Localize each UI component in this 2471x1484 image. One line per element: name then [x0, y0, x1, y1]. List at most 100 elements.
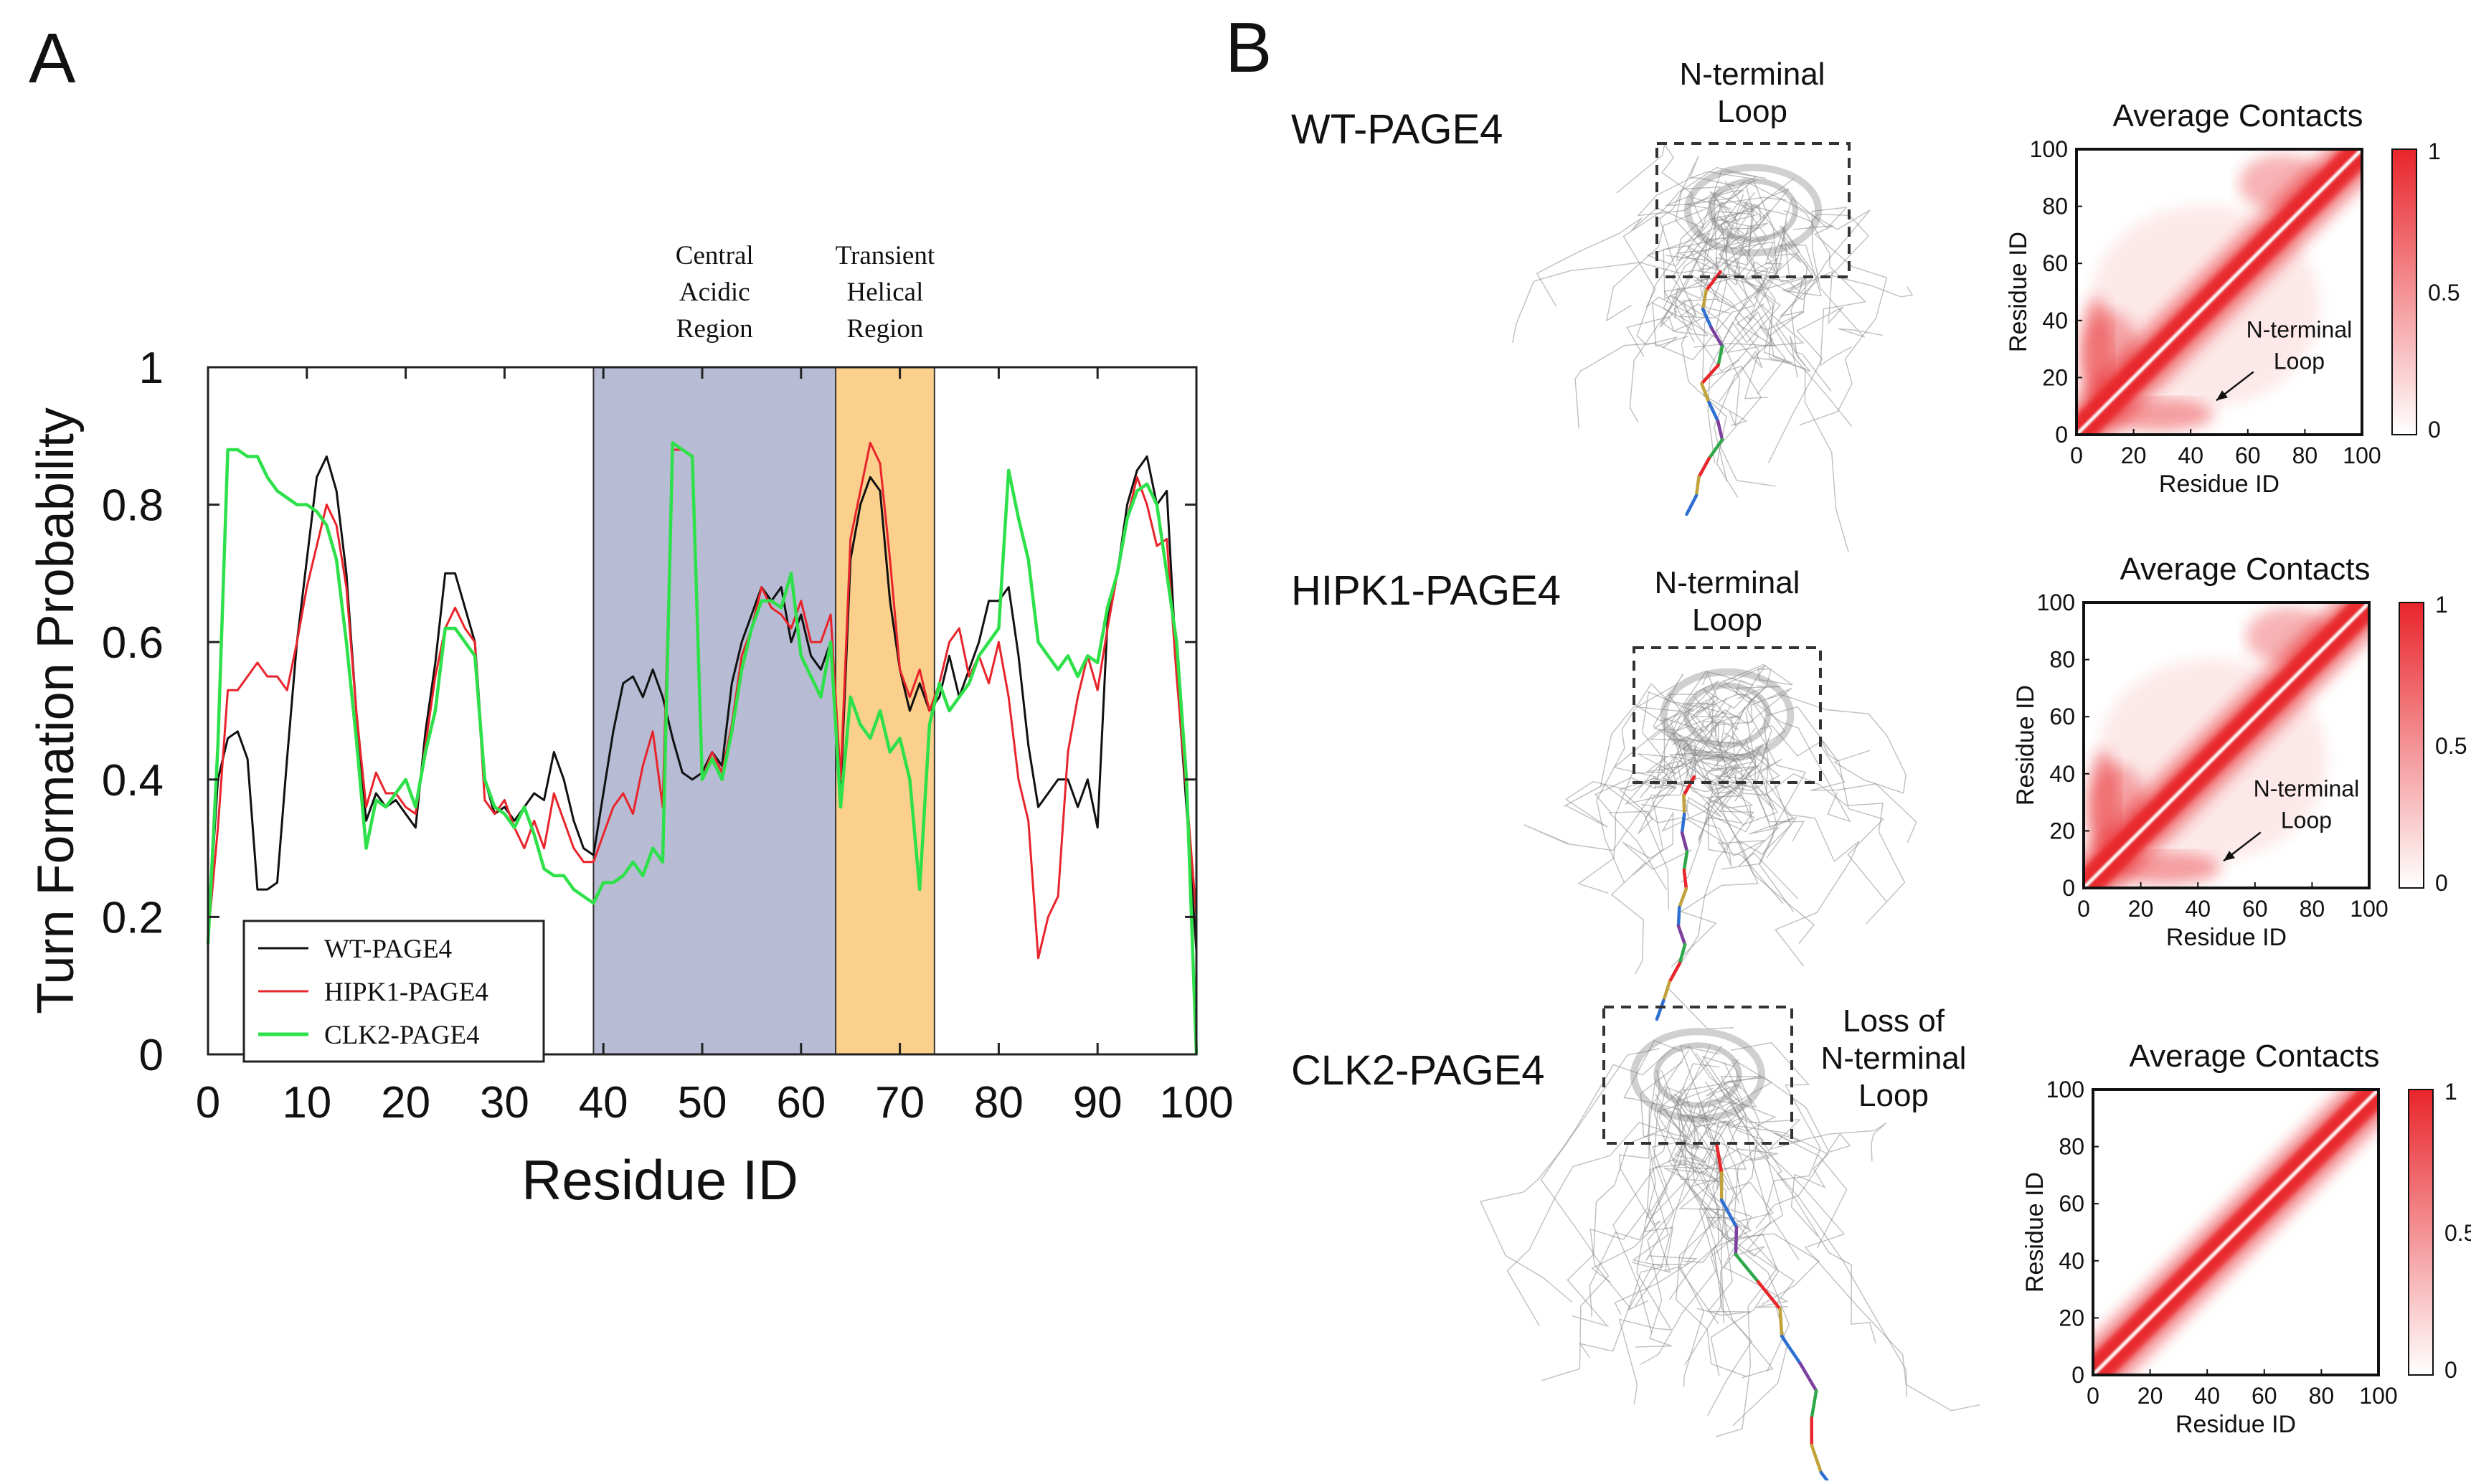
map-x-axis-label: Residue ID: [2175, 1411, 2296, 1438]
map-y-axis-label: Residue ID: [2005, 232, 2032, 352]
structure-backbone: [1736, 1227, 1737, 1254]
x-tick-label: 30: [480, 1078, 529, 1128]
colorbar-tick-label: 0.5: [2428, 280, 2460, 306]
map-y-axis-label: Residue ID: [2021, 1172, 2049, 1292]
x-tick-label: 40: [579, 1078, 628, 1128]
legend: WT-PAGE4 HIPK1-PAGE4 CLK2-PAGE4: [244, 921, 544, 1062]
map-y-tick-label: 20: [2042, 364, 2068, 390]
colorbar-tick-label: 1: [2444, 1079, 2457, 1105]
structure-strand: [1617, 144, 1752, 205]
region-label-2-line-3: Region: [846, 314, 923, 344]
structure-strand: [1691, 1103, 1819, 1305]
legend-label-2: HIPK1-PAGE4: [324, 978, 488, 1007]
mutant-name: HIPK1-PAGE4: [1291, 567, 1561, 614]
y-tick-label: 1: [139, 344, 164, 393]
colorbar-tick-label: 0.5: [2444, 1220, 2471, 1246]
x-tick-label: 0: [196, 1078, 220, 1128]
structure-strand: [1760, 726, 1917, 843]
structure-note-line-1: Loss of: [1843, 1003, 1945, 1039]
map-y-tick-label: 80: [2059, 1134, 2084, 1160]
map-y-tick-label: 100: [2037, 590, 2075, 615]
structure-backbone: [1699, 458, 1709, 477]
region-label-1-line-1: Central: [676, 241, 754, 270]
map-y-tick-label: 20: [2059, 1305, 2084, 1331]
map-x-tick-label: 60: [2252, 1383, 2277, 1409]
colorbar-tick-label: 0: [2444, 1357, 2457, 1383]
region-shading: [593, 367, 934, 1054]
structure-backbone: [1678, 907, 1679, 926]
structure-backbone: [1682, 833, 1687, 851]
map-x-axis-label: Residue ID: [2166, 924, 2287, 951]
mutant-name: WT-PAGE4: [1291, 106, 1503, 153]
y-axis-label: Turn Formation Probability: [27, 407, 85, 1014]
y-tick-label: 0.8: [102, 481, 164, 531]
structure-strand: [1575, 226, 1754, 429]
y-tick-label: 0.4: [102, 756, 164, 805]
structure-ensemble: [1513, 144, 1912, 552]
structure-backbone: [1821, 1473, 1842, 1480]
map-x-tick-label: 40: [2185, 896, 2211, 922]
structure-strand: [1580, 1094, 1698, 1358]
contact-map-title: Average Contacts: [2113, 98, 2363, 133]
map-y-tick-label: 40: [2042, 308, 2068, 334]
map-x-tick-label: 40: [2194, 1383, 2220, 1409]
structure-backbone: [1780, 1309, 1782, 1336]
panel-a: A CentralAcidicRegionTransientHelicalReg…: [27, 19, 1234, 1211]
structure-backbone: [1683, 795, 1684, 814]
structure-backbone: [1679, 889, 1686, 907]
structure-strand: [1719, 1087, 1980, 1411]
map-y-tick-label: 60: [2049, 704, 2075, 729]
colorbar: [2392, 149, 2416, 435]
x-axis-label: Residue ID: [521, 1148, 798, 1211]
structure-strand: [1724, 1077, 1850, 1229]
structure-backbone: [1682, 814, 1684, 833]
region-label-2-line-1: Transient: [836, 241, 935, 270]
map-x-tick-label: 20: [2137, 1383, 2163, 1409]
region-labels: CentralAcidicRegionTransientHelicalRegio…: [676, 241, 935, 344]
y-tick-label: 0.2: [102, 893, 164, 942]
map-y-axis-label: Residue ID: [2012, 685, 2039, 805]
map-annotation-line-2: Loop: [2281, 808, 2332, 833]
structure-backbone: [1718, 421, 1722, 440]
map-y-tick-label: 0: [2062, 875, 2075, 901]
structure-strand: [1620, 1079, 1671, 1404]
map-x-tick-label: 0: [2077, 896, 2090, 922]
structure-backbone: [1684, 870, 1686, 889]
structure-backbone: [1812, 1391, 1817, 1418]
panel-a-label: A: [29, 19, 76, 98]
contact-map: Average Contacts002020404060608080100100…: [2012, 552, 2467, 951]
legend-label-3: CLK2-PAGE4: [324, 1021, 480, 1050]
structure-note-line-1: N-terminal: [1680, 57, 1825, 92]
map-y-tick-label: 80: [2049, 647, 2075, 673]
x-tick-label: 80: [974, 1078, 1024, 1128]
structure-note-line-2: Loop: [1692, 602, 1762, 638]
structure-backbone: [1684, 851, 1687, 870]
structure-strand: [1792, 197, 1883, 336]
structure-ensemble: [1524, 665, 1917, 1029]
x-tick-label: 70: [875, 1078, 925, 1128]
x-tick-label: 60: [776, 1078, 826, 1128]
map-annotation-line-1: N-terminal: [2254, 776, 2360, 802]
legend-label-1: WT-PAGE4: [324, 935, 452, 964]
y-tick-label: 0.6: [102, 618, 164, 668]
map-y-tick-label: 20: [2049, 818, 2075, 843]
colorbar-tick-label: 1: [2428, 138, 2441, 164]
structure-backbone: [1696, 477, 1699, 496]
x-tick-label: 20: [381, 1078, 430, 1128]
structure-backbone: [1812, 1445, 1821, 1473]
map-y-tick-label: 0: [2071, 1362, 2084, 1388]
map-x-tick-label: 80: [2292, 443, 2318, 468]
map-x-tick-label: 80: [2309, 1383, 2335, 1409]
y-tick-label: 0: [139, 1031, 164, 1080]
structure-strand: [1624, 1041, 1726, 1323]
colorbar-tick-label: 0: [2428, 417, 2441, 443]
map-x-tick-label: 0: [2070, 443, 2083, 468]
structure-core-inner: [1686, 686, 1768, 745]
structure-note-line-3: Loop: [1858, 1078, 1929, 1113]
map-annotation-line-1: N-terminal: [2246, 317, 2353, 343]
